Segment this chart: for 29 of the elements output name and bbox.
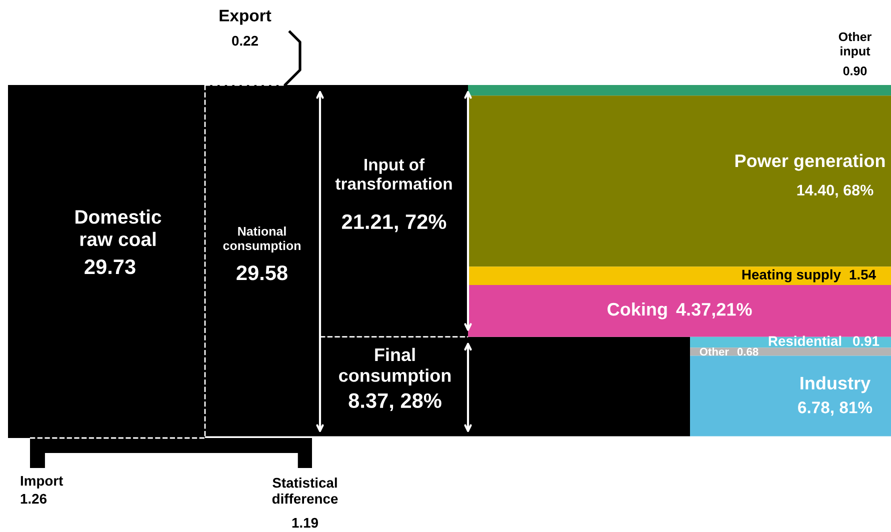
category-label: Final consumption xyxy=(339,348,451,386)
data-label: 4.37 xyxy=(676,302,710,316)
category-label: Industry xyxy=(800,376,871,394)
category-label: Import xyxy=(20,476,64,488)
data-label: 1.54 xyxy=(850,270,876,280)
category-label: Input of transformation xyxy=(335,158,452,190)
data-label: 1.26 xyxy=(20,494,47,504)
data-label: 21.21, 72% xyxy=(342,214,446,232)
category-label: Heating supply xyxy=(742,269,841,282)
data-label: 0.68 xyxy=(737,348,758,356)
text: ,21% xyxy=(712,302,752,318)
category-label: Other xyxy=(700,348,729,356)
data-label: 14.40, 68% xyxy=(797,184,874,198)
category-label: Export xyxy=(220,10,272,25)
category-label: Domestic raw coal xyxy=(76,209,162,246)
category-label: National consumption xyxy=(223,226,300,253)
data-label: 8.37, 28% xyxy=(348,393,442,412)
data-label: 29.73 xyxy=(84,259,136,274)
data-label: 29.58 xyxy=(236,266,288,280)
data-label: 0.90 xyxy=(843,66,867,76)
category-label: Coking xyxy=(608,302,667,320)
data-label: 6.78, 81% xyxy=(798,402,872,416)
category-label: Other input xyxy=(838,32,872,58)
category-label: Residential xyxy=(768,336,842,346)
data-label: 0.22 xyxy=(232,36,258,46)
data-label: 0.91 xyxy=(853,336,880,346)
data-label: 1.19 xyxy=(292,518,318,528)
category-label: Power generation xyxy=(735,154,885,171)
category-label: Statistical difference xyxy=(272,478,338,504)
